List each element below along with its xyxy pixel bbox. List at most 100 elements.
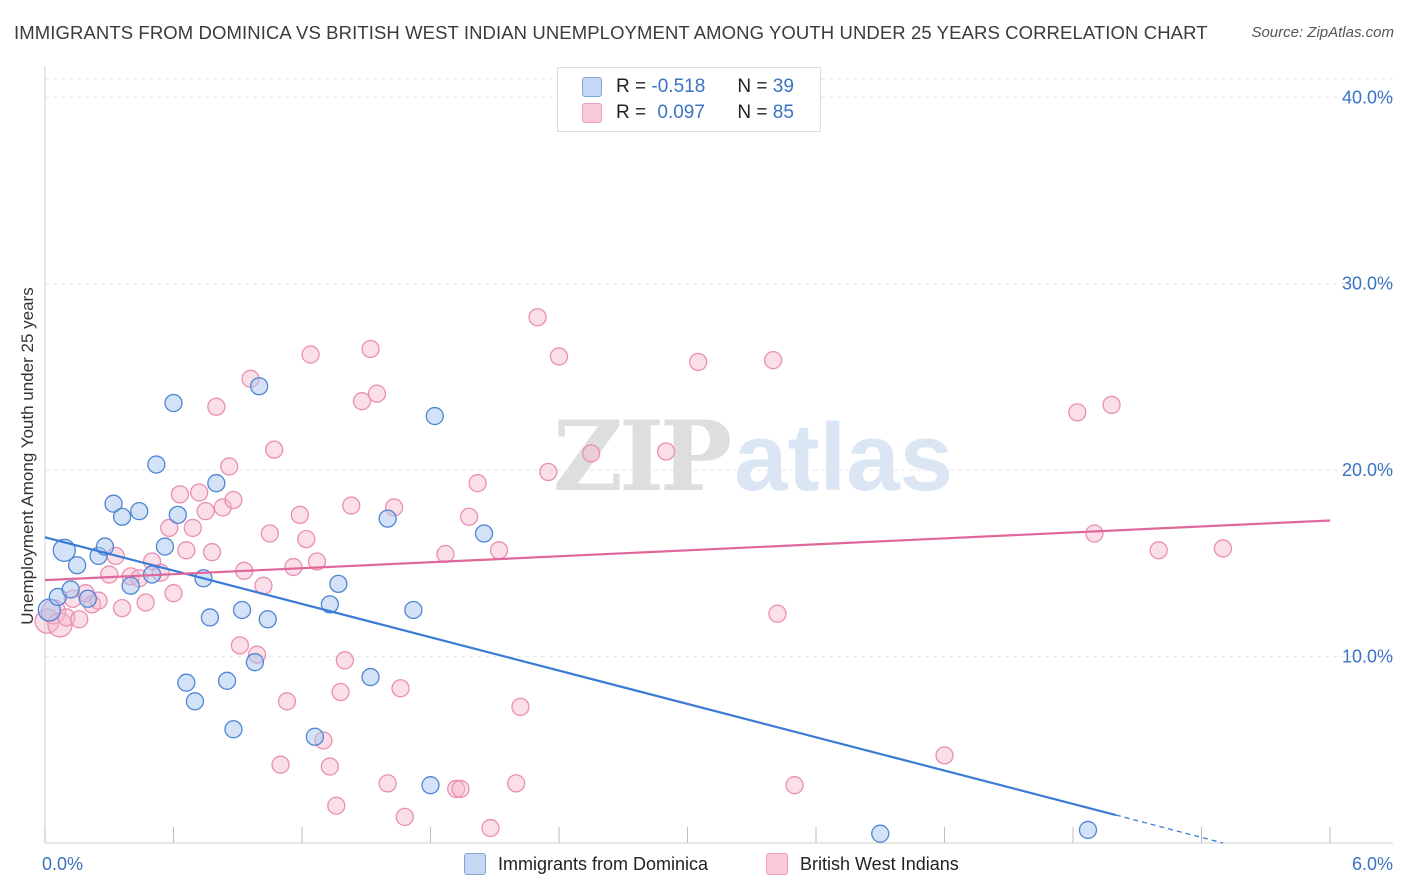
bwi-point [549,347,569,366]
bwi-point [230,636,250,655]
bwi-point [391,679,410,698]
dominica-point [250,377,269,396]
bwi-point [395,807,414,827]
dominica-point [320,595,339,614]
bwi-point [1102,395,1121,415]
bwi-point [581,444,601,463]
bwi-point [378,774,397,793]
dominica-trend-extension [1115,814,1224,844]
n-label: N = [737,76,768,97]
bwi-point [689,352,708,372]
bottom-legend-dominica: Immigrants from Dominica [464,851,708,877]
dominica-point [871,824,890,843]
dominica-point [200,608,220,627]
bwi-point [170,485,190,504]
dominica-trend-line [44,536,1117,817]
bwi-point [183,518,202,538]
bwi-point [284,557,303,577]
dominica-point [329,574,348,594]
bwi-point [342,496,361,515]
bwi-point [935,746,954,765]
dominica-point [67,556,87,575]
correlation-legend: R = -0.518 N = 39 R = 0.097 N = 85 [557,67,821,132]
bwi-point [335,651,354,670]
bwi-point [290,505,310,525]
dominica-point [232,600,252,620]
legend-row-bwi: R = 0.097 N = 85 [582,100,794,126]
y-tick-label: 40.0% [1342,87,1393,107]
bwi-point [528,308,547,327]
bwi-point [301,345,320,364]
n-label: N = [737,102,768,123]
bottom-swatch-bwi [766,853,788,875]
bwi-point [481,818,500,838]
bwi-point [202,543,222,562]
dominica-point [177,673,196,692]
bwi-point [265,440,284,459]
dominica-point [217,671,237,690]
bwi-point [320,757,339,776]
dominica-point [104,494,123,513]
bwi-point [160,518,179,538]
bwi-point [447,779,466,799]
n-value: 85 [772,102,794,123]
bwi-point [539,462,558,482]
bwi-point [112,598,132,618]
dominica-point [147,455,166,474]
bwi-point [70,610,89,629]
axes [44,66,1393,844]
bwi-point [271,755,290,774]
y-tick-label: 30.0% [1342,274,1393,294]
bwi-point [136,593,155,612]
bwi-point [1085,524,1104,543]
dominica-point [78,589,97,608]
dominica-point [421,776,440,795]
dominica-point [155,537,175,556]
bwi-point [367,384,387,403]
bwi-point [1213,539,1233,558]
x-tick-label: 0.0% [42,854,83,874]
chart-title: IMMIGRANTS FROM DOMINICA VS BRITISH WEST… [14,22,1208,43]
dominica-point [224,720,243,739]
y-tick-label: 20.0% [1342,460,1393,480]
bwi-point [277,692,297,711]
trend-lines [44,519,1331,844]
bwi-point [451,779,470,799]
bwi-point [511,697,530,717]
bottom-swatch-dominica [464,853,486,875]
bwi-point [260,524,280,543]
bottom-legend-label: Immigrants from Dominica [498,853,709,874]
bwi-point [213,498,232,517]
dominica-point [207,474,226,493]
bwi-point [352,392,372,411]
bwi-point [327,796,346,815]
dominica-point [425,406,444,426]
n-value: 39 [772,76,794,97]
r-value: -0.518 [651,76,706,97]
r-label: R = [616,102,647,123]
dominica-point [130,502,149,521]
dominica-point [378,509,397,528]
dominica-point [361,667,380,687]
tick-labels: 10.0% 20.0% 30.0% 40.0% 0.0% 6.0% [42,87,1393,874]
bwi-point [177,541,196,560]
bwi-point [220,457,239,476]
bwi-point [436,544,455,564]
dominica-point [185,692,205,711]
dominica-points [37,377,1098,843]
bwi-point [224,490,243,510]
bwi-point [190,483,209,502]
y-tick-label: 10.0% [1342,647,1393,667]
bwi-point [459,507,479,526]
bwi-point [1149,541,1168,560]
r-label: R = [616,76,647,97]
bottom-legend-label: British West Indians [800,853,959,874]
bwi-trend-line [44,519,1331,582]
bwi-point [468,474,487,493]
bwi-point [307,552,327,571]
bwi-point [764,350,783,370]
dominica-point [474,524,494,543]
bottom-legend-bwi: British West Indians [766,851,959,877]
bwi-point [196,502,215,521]
